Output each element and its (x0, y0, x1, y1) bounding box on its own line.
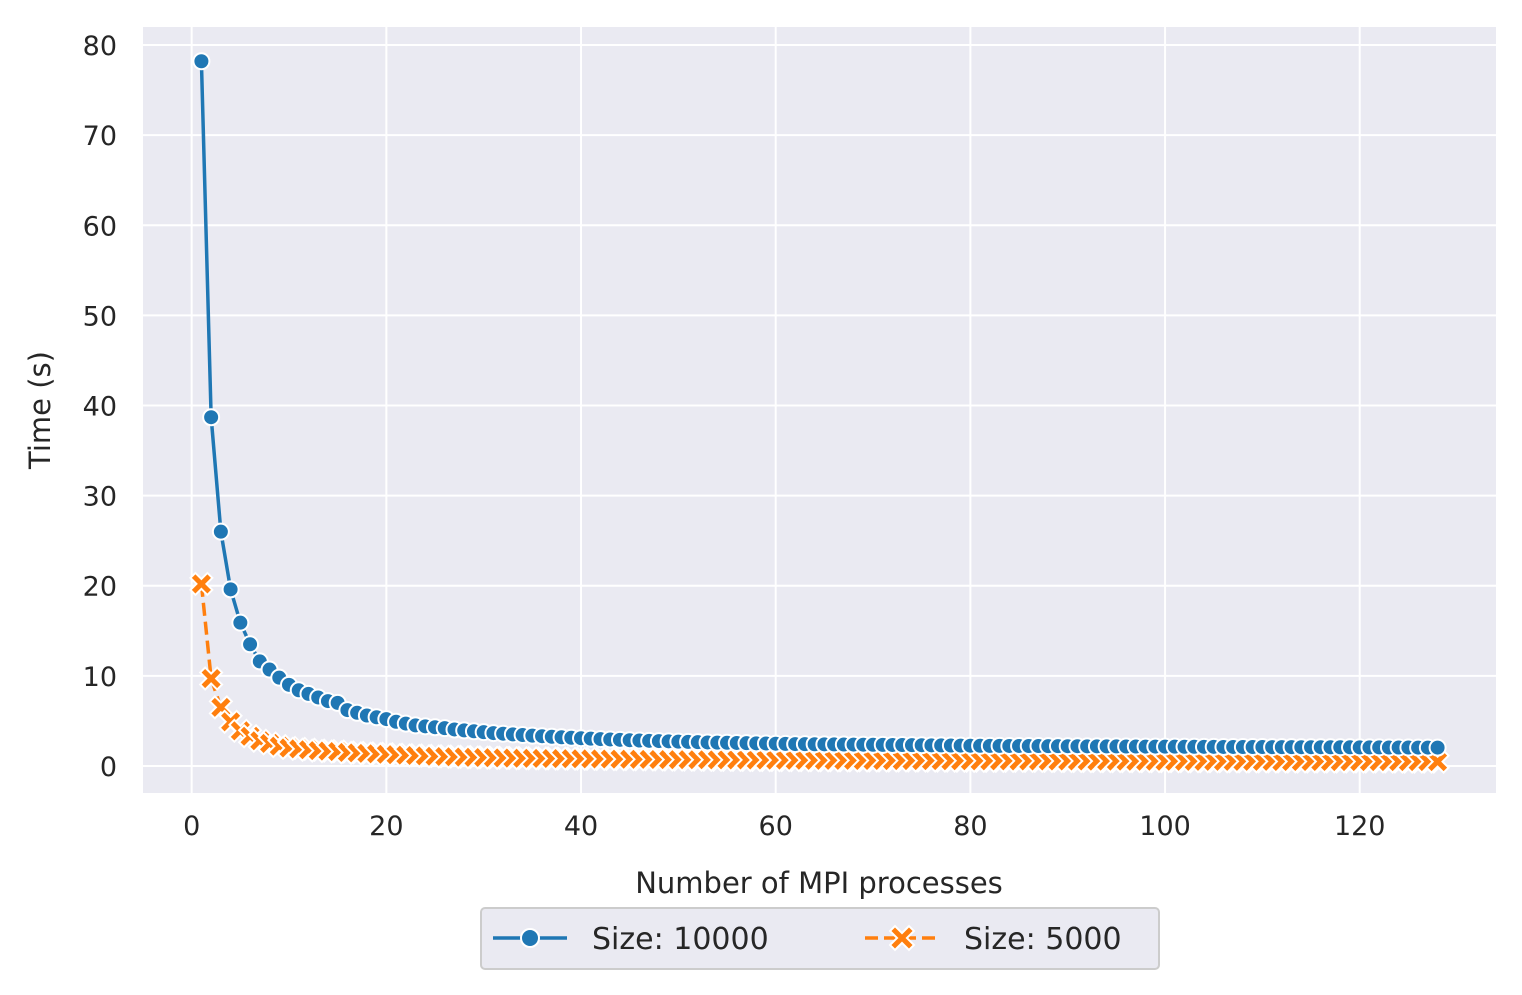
y-tick-label: 60 (83, 211, 117, 242)
legend-item: Size: 10000 (493, 922, 769, 957)
y-tick-label: 0 (100, 752, 117, 783)
legend-marker (888, 924, 916, 952)
x-tick-labels: 0 20 40 60 80 100 120 (183, 811, 1385, 842)
grid (143, 27, 1496, 793)
legend-marker (520, 928, 540, 948)
data-point (1425, 749, 1450, 775)
x-tick-label: 120 (1334, 811, 1386, 842)
legend-item: Size: 5000 (865, 922, 1122, 957)
x-tick-label: 0 (183, 811, 200, 842)
legend-box (480, 907, 1160, 970)
x-tick-label: 20 (369, 811, 403, 842)
x-tick-label: 100 (1139, 811, 1191, 842)
data-point (189, 571, 214, 597)
data-point (231, 613, 250, 632)
series-layer (189, 52, 1450, 775)
legend: Size: 10000 Size: 5000 (480, 907, 1160, 970)
data-point (221, 580, 240, 599)
x-tick-label: 60 (759, 811, 793, 842)
plot-background (143, 27, 1496, 793)
legend-label: Size: 5000 (964, 922, 1122, 957)
legend-label: Size: 10000 (592, 922, 769, 957)
y-tick-label: 70 (83, 121, 117, 152)
data-point (198, 666, 224, 691)
y-tick-label: 40 (83, 391, 117, 422)
y-tick-label: 20 (83, 572, 117, 603)
series-size-10000 (192, 52, 1447, 757)
data-point (192, 52, 211, 71)
y-tick-label: 10 (83, 662, 117, 693)
y-tick-label: 80 (83, 31, 117, 62)
y-tick-label: 30 (83, 482, 117, 513)
data-point (241, 635, 260, 654)
data-point (1428, 738, 1447, 757)
x-axis-label: Number of MPI processes (635, 866, 1003, 900)
y-axis-label: Time (s) (23, 351, 57, 470)
x-tick-label: 80 (953, 811, 987, 842)
series-size-5000 (189, 571, 1450, 775)
x-tick-label: 40 (564, 811, 598, 842)
y-tick-labels: 0 10 20 30 40 50 60 70 80 (83, 31, 117, 783)
data-point (202, 408, 221, 427)
y-tick-label: 50 (83, 301, 117, 332)
data-point (211, 522, 230, 541)
